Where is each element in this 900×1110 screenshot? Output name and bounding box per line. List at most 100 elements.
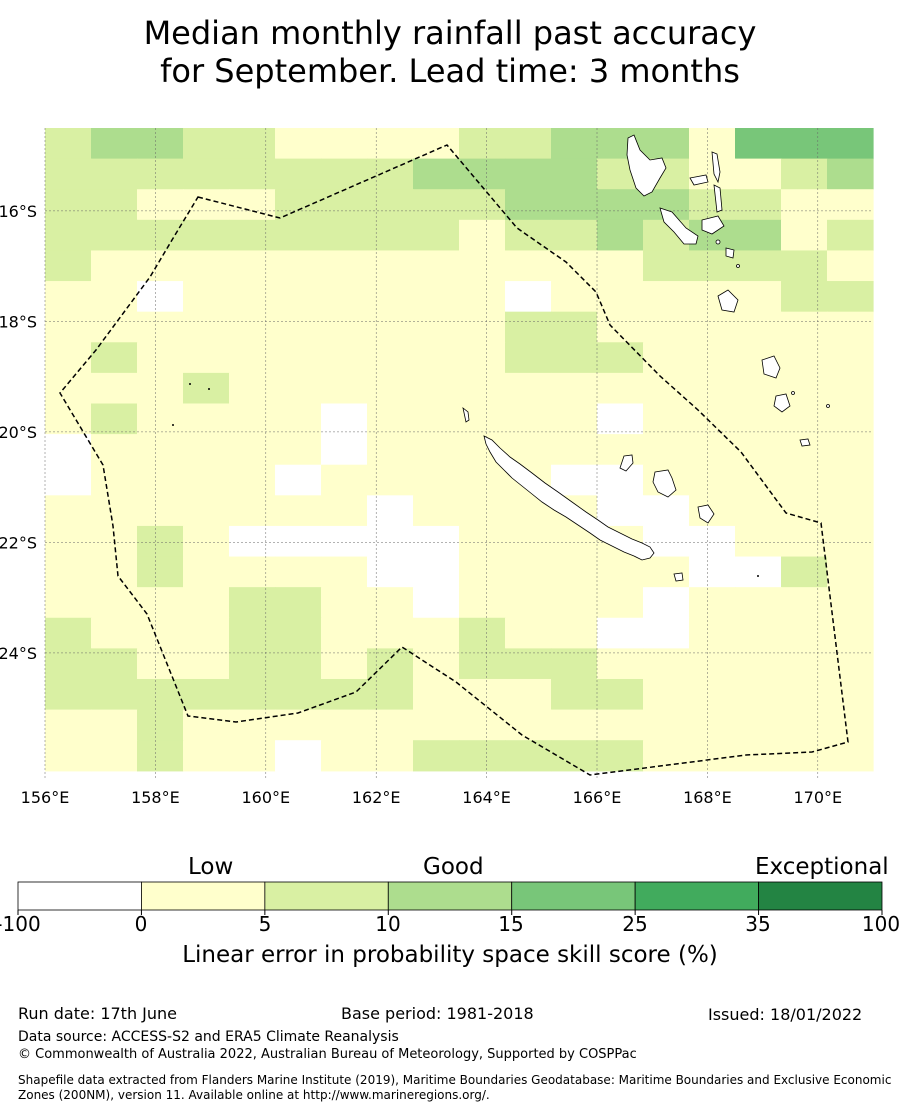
skill-cell (735, 495, 782, 527)
skill-cell (137, 678, 184, 711)
epi (725, 247, 735, 259)
skill-cell (275, 281, 322, 313)
islet-7 (172, 424, 174, 426)
skill-cell (827, 434, 874, 466)
skill-cell (827, 678, 874, 711)
skill-cell (689, 648, 736, 680)
skill-cell (45, 128, 92, 160)
islet-2 (736, 264, 740, 268)
skill-cell (735, 740, 782, 772)
eez-boundary (59, 144, 849, 776)
skill-cell (367, 587, 414, 619)
skill-cell (321, 219, 368, 252)
skill-cell (735, 556, 782, 588)
skill-cell (551, 740, 598, 772)
skill-cell (137, 128, 184, 160)
skill-cell (137, 219, 184, 252)
skill-cell (91, 464, 138, 496)
skill-cell (689, 525, 736, 558)
skill-cell (459, 464, 506, 496)
skill-cell (183, 709, 230, 741)
skill-cell (183, 189, 230, 221)
skill-cell (321, 311, 368, 343)
skill-cell (781, 342, 828, 374)
skill-cell (459, 525, 506, 558)
skill-cell (367, 740, 414, 772)
skill-cell (229, 678, 276, 711)
skill-cell (229, 219, 276, 252)
skill-cell (91, 281, 138, 313)
skill-cell (45, 495, 92, 527)
skill-cell (459, 250, 506, 282)
skill-cell (735, 587, 782, 619)
maewo (711, 151, 721, 184)
skill-cell (91, 189, 138, 221)
skill-map: 156°E 158°E 160°E 162°E 164°E 166°E 168°E 170°E… (0, 128, 874, 807)
skill-cell (367, 189, 414, 221)
skill-cell (137, 403, 184, 435)
skill-cell (459, 495, 506, 527)
skill-cell (735, 617, 782, 649)
skill-cell (643, 128, 690, 160)
skill-cell (367, 525, 414, 558)
skill-cell (229, 587, 276, 619)
colorbar-swatch (141, 881, 266, 911)
skill-cell (551, 219, 598, 252)
skill-cell (91, 648, 138, 680)
skill-cell (505, 587, 552, 619)
skill-cell (413, 648, 460, 680)
skill-cell (275, 740, 322, 772)
skill-cell (689, 617, 736, 649)
skill-cell (229, 434, 276, 466)
skill-cell (91, 678, 138, 711)
skill-cell (321, 740, 368, 772)
colorbar-swatch (758, 881, 883, 911)
skill-cell (459, 678, 506, 711)
skill-cell (551, 158, 598, 190)
skill-cell (183, 740, 230, 772)
skill-cell (505, 128, 552, 160)
lat-tick-label: 16°S (0, 202, 37, 221)
skill-cell (689, 189, 736, 221)
colorbar-swatches (17, 881, 883, 915)
skill-cell (689, 587, 736, 619)
skill-cell (781, 587, 828, 619)
skill-cell (735, 250, 782, 282)
skill-cell (183, 128, 230, 160)
skill-cell (827, 525, 874, 558)
skill-cell (183, 648, 230, 680)
skill-cell (827, 464, 874, 496)
skill-cell (781, 678, 828, 711)
skill-cell (459, 556, 506, 588)
skill-cell (137, 740, 184, 772)
skill-cell (45, 403, 92, 435)
skill-cell (505, 740, 552, 772)
skill-cell (413, 434, 460, 466)
colorbar-swatch (264, 881, 389, 911)
colorbar-swatch (387, 881, 513, 911)
lat-tick-label: 20°S (0, 423, 37, 442)
efate (717, 289, 739, 313)
skill-cell (413, 158, 460, 190)
skill-cell (367, 281, 414, 313)
skill-cell (505, 342, 552, 374)
skill-cell (183, 342, 230, 374)
skill-cell (735, 525, 782, 558)
skill-cell (413, 281, 460, 313)
skill-cell (413, 464, 460, 496)
skill-cell (781, 709, 828, 741)
skill-cell (275, 648, 322, 680)
skill-cell (459, 128, 506, 160)
skill-cell (505, 709, 552, 741)
data-source: Data source: ACCESS-S2 and ERA5 Climate … (18, 1029, 399, 1045)
skill-cell (643, 311, 690, 343)
skill-cell (551, 709, 598, 741)
skill-cell (505, 219, 552, 252)
skill-cell (137, 311, 184, 343)
skill-cell (91, 740, 138, 772)
skill-cell (91, 709, 138, 741)
skill-cell (643, 556, 690, 588)
skill-cell (413, 189, 460, 221)
skill-cell (551, 403, 598, 435)
skill-cell (45, 648, 92, 680)
